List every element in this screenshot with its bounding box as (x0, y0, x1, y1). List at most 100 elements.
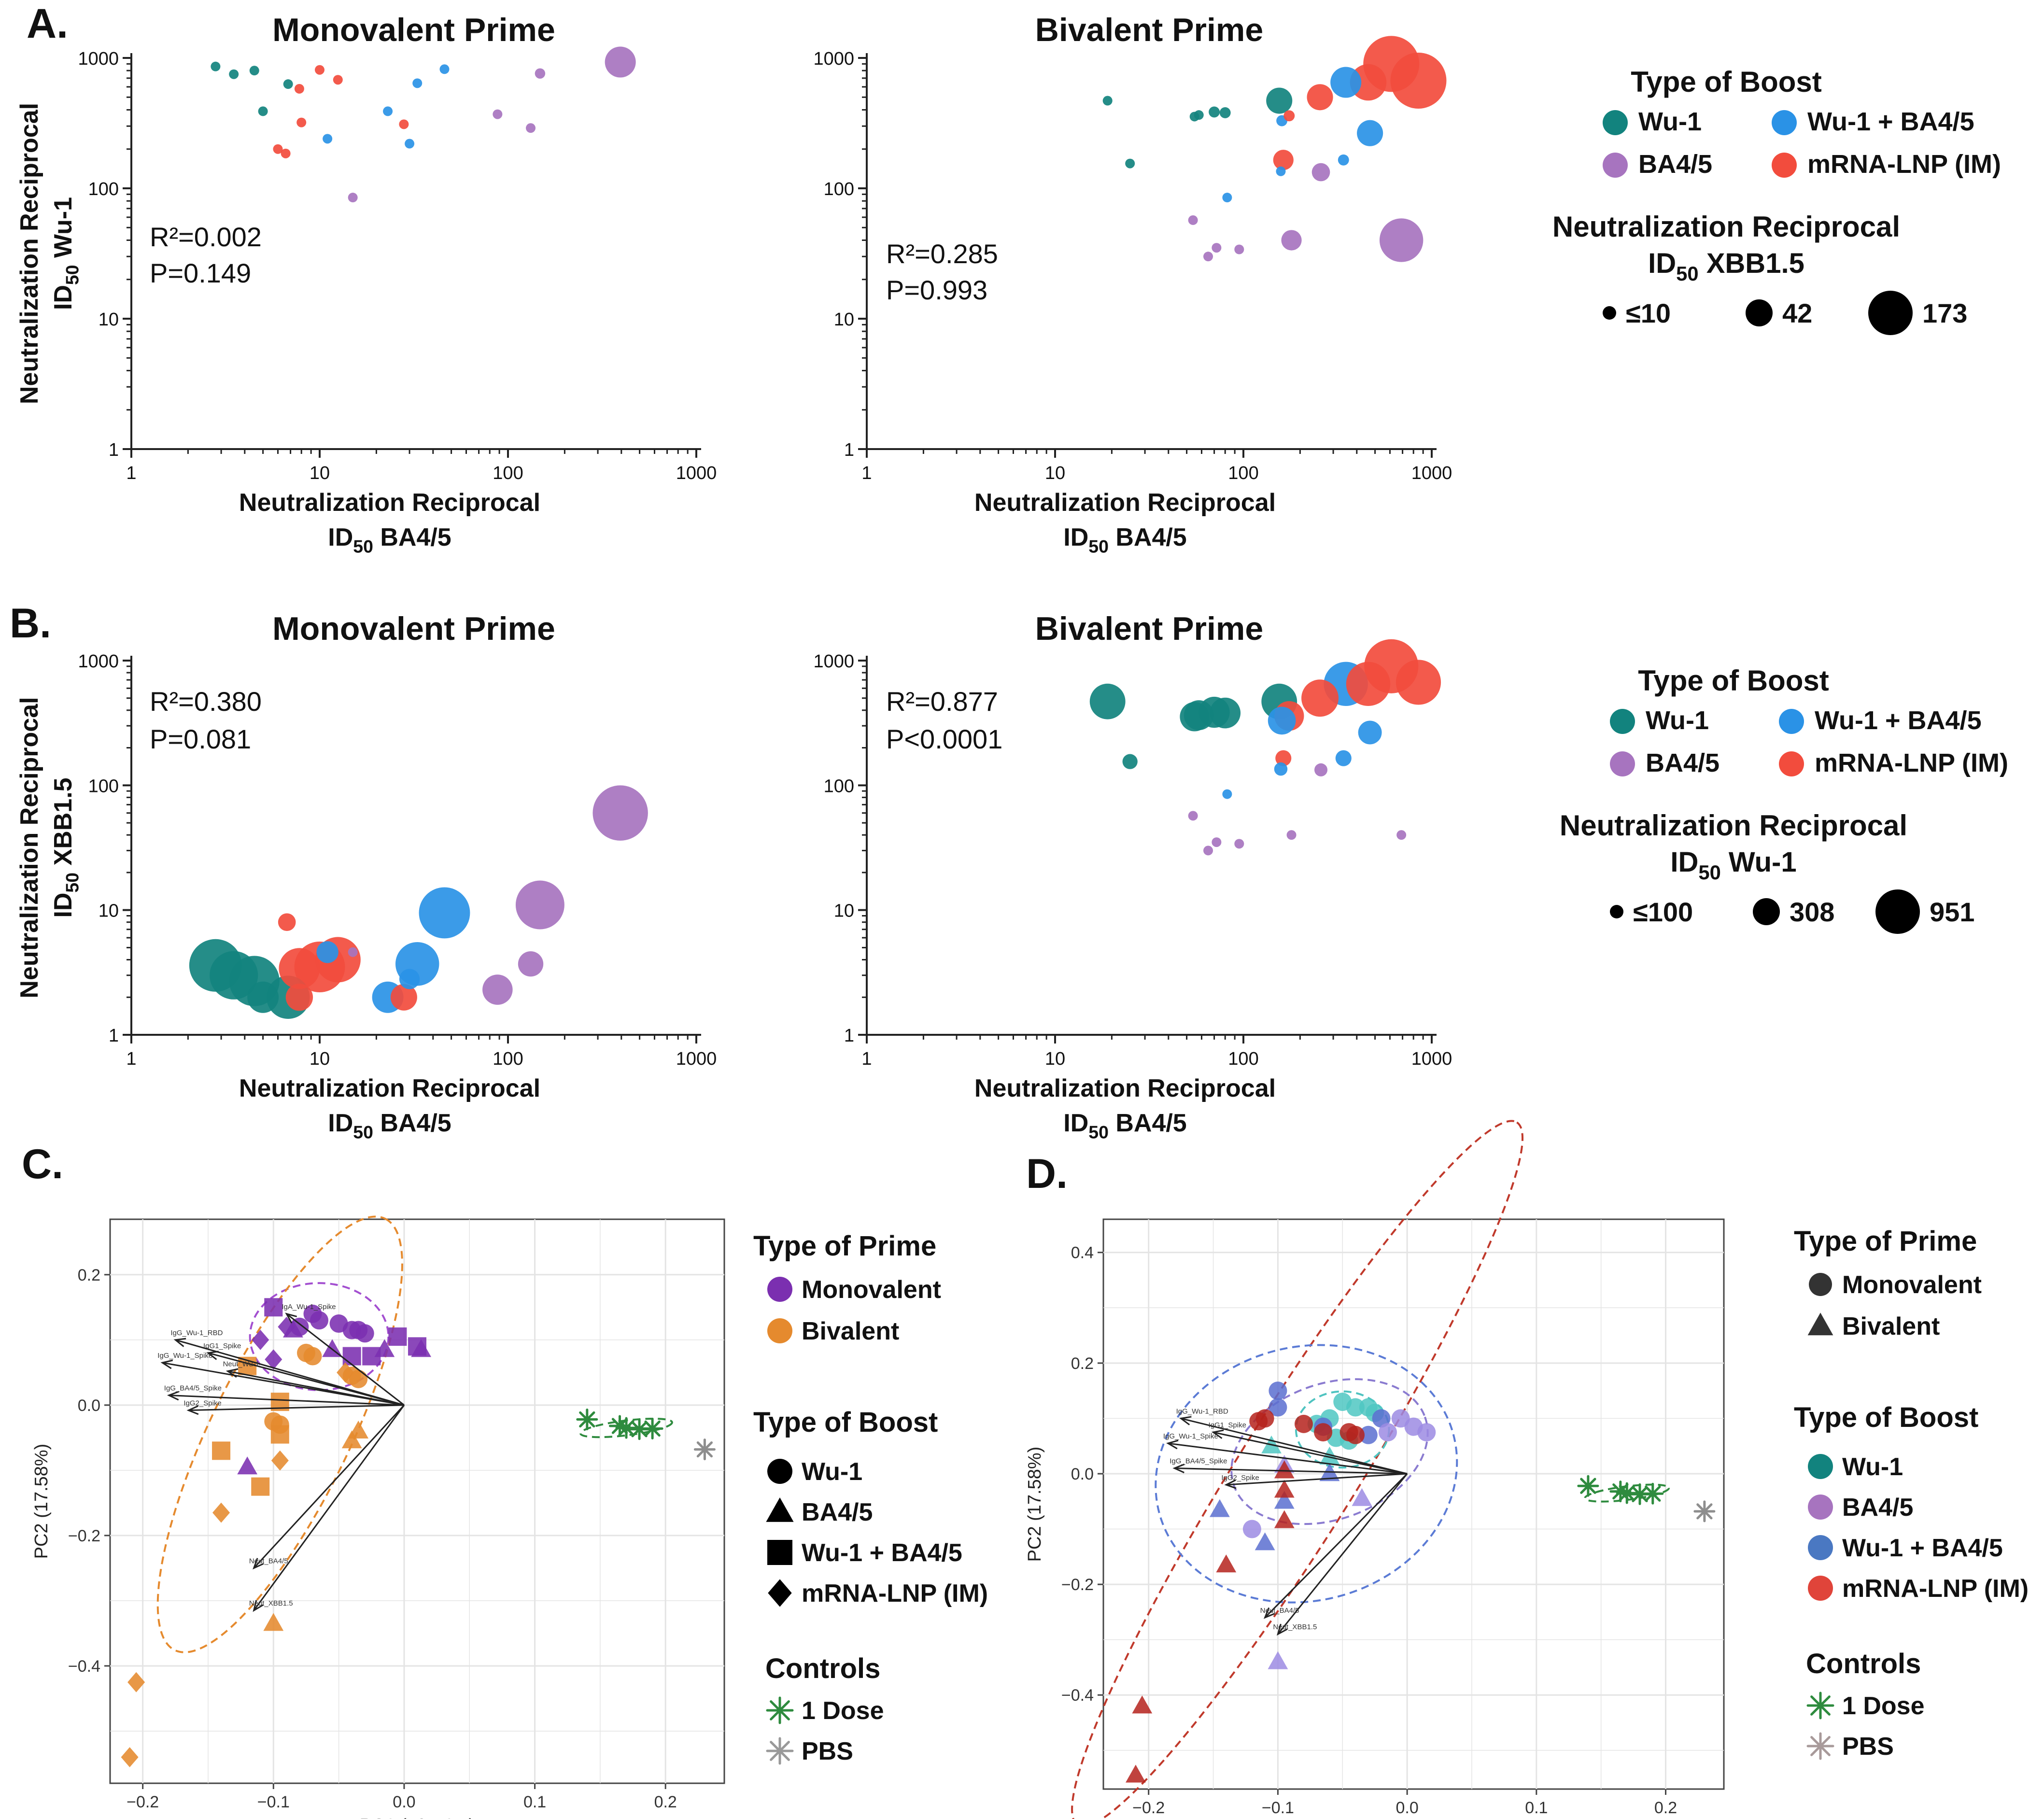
control-point (641, 1417, 663, 1439)
control-point (576, 1409, 598, 1431)
data-point (1346, 1425, 1365, 1444)
x-tick-label: 1000 (1411, 1049, 1452, 1069)
y-tick-label: 100 (88, 776, 119, 796)
legend-swatch (1610, 751, 1635, 776)
legend-swatch (766, 1497, 794, 1522)
data-point (348, 947, 358, 957)
data-point (1269, 1398, 1287, 1417)
data-point (493, 109, 503, 119)
data-point (1352, 1488, 1372, 1506)
control-point (615, 1417, 637, 1439)
y-tick-label: 0.4 (1071, 1244, 1094, 1262)
data-point (482, 974, 513, 1005)
y-tick-label: 10 (99, 310, 119, 330)
x-axis-label: PC1 (59.54%) (360, 1816, 475, 1819)
data-point (249, 66, 259, 76)
legend-label: mRNA-LNP (IM) (1842, 1575, 2029, 1603)
legend-swatch (1806, 1692, 1834, 1720)
data-point (278, 913, 296, 931)
loading-arrowhead (226, 1368, 239, 1378)
y-tick-label: 100 (824, 776, 854, 796)
plot-frame (109, 1218, 725, 1784)
y-tick-label: 1000 (78, 49, 119, 69)
data-point (1269, 1382, 1287, 1400)
confidence-ellipse (1230, 1378, 1429, 1525)
legend-swatch (1779, 709, 1804, 734)
data-point (1350, 64, 1387, 101)
data-point (323, 134, 333, 144)
x-tick-label: 1 (861, 463, 872, 483)
data-point (303, 1347, 322, 1366)
data-point (1273, 150, 1294, 170)
scatter-plot-B1: Monovalent Prime 1 10 100 1000 1 10 100 1000 Neut… (15, 610, 717, 1142)
loading-arrowhead (1172, 1464, 1185, 1473)
pca-biplot-C: −0.2 −0.1 0.0 0.1 0.2 −0.4 −0.2 0.0 0.2 PC1 (59.5… (31, 1215, 725, 1819)
legend-size-label: ≤10 (1626, 298, 1671, 328)
legend-label: Wu-1 + BA4/5 (1807, 107, 1974, 136)
data-point (1274, 1491, 1295, 1509)
data-point (1219, 107, 1231, 118)
legend-title-boost: Type of Boost (1794, 1402, 1978, 1433)
legend-swatch (1806, 1732, 1834, 1760)
data-point (1180, 702, 1210, 732)
x-axis-label: Neutralization Reciprocal (974, 489, 1276, 517)
data-point (419, 887, 470, 939)
legend-label: Wu-1 + BA4/5 (1842, 1534, 2003, 1562)
y-tick-label: 10 (99, 901, 119, 921)
legend-A: Type of Boost Wu-1 Wu-1 + BA4/5 BA4/5 mRNA-L… (1552, 66, 2001, 335)
data-point (1314, 763, 1328, 776)
data-point (1335, 750, 1352, 766)
data-point (1242, 1520, 1261, 1538)
loading-label: Neut_Wu-1 (223, 1360, 260, 1368)
loading-arrowhead (160, 1359, 173, 1369)
loading-arrow (1264, 1473, 1408, 1618)
data-point (212, 1502, 230, 1523)
data-point (310, 1311, 329, 1330)
data-point (1125, 158, 1135, 169)
data-point (383, 106, 393, 116)
legend-size-swatch (1868, 291, 1913, 335)
data-point (390, 984, 417, 1011)
loading-label: IgG_BA4/5_Spike (1170, 1457, 1227, 1466)
data-point (121, 1747, 139, 1767)
legend-title-size-id: ID50 XBB1.5 (1648, 248, 1804, 285)
control-point (1577, 1475, 1599, 1497)
data-point (1203, 252, 1213, 262)
data-point (1307, 84, 1333, 111)
x-tick-label: 1 (126, 463, 136, 483)
loading-arrowhead (253, 1600, 264, 1612)
x-tick-label: 10 (310, 463, 330, 483)
legend-label: 1 Dose (802, 1697, 884, 1725)
legend-B: Type of Boost Wu-1 Wu-1 + BA4/5 BA4/5 mRNA-L… (1560, 664, 2008, 934)
data-point (515, 880, 564, 930)
legend-swatch (1808, 1535, 1833, 1560)
data-point (518, 951, 544, 977)
legend-label: Wu-1 (1638, 107, 1702, 136)
data-point (526, 123, 536, 133)
data-point (1396, 830, 1407, 840)
y-tick-label: 100 (88, 179, 119, 199)
loading-arrowhead (1179, 1416, 1192, 1425)
legend-label: mRNA-LNP (IM) (1815, 748, 2008, 777)
y-tick-label: 1 (109, 1026, 119, 1046)
data-point (349, 1369, 368, 1388)
data-point (247, 981, 279, 1013)
data-point (252, 1329, 269, 1350)
legend-label: Wu-1 + BA4/5 (802, 1539, 962, 1567)
y-tick-label: 1 (844, 1026, 854, 1046)
loading-label: IgG_BA4/5_Spike (164, 1384, 222, 1393)
legend-swatch (1779, 751, 1804, 776)
data-point (1294, 1414, 1313, 1433)
legend-swatch (1809, 1273, 1832, 1296)
data-point (1234, 839, 1244, 849)
legend-label: PBS (1842, 1733, 1894, 1761)
legend-label: Wu-1 (1842, 1453, 1903, 1481)
data-point (265, 1349, 282, 1370)
loading-arrowhead (186, 1405, 199, 1415)
legend-label: Wu-1 + BA4/5 (1815, 706, 1982, 735)
x-axis-label-id: ID50 BA4/5 (328, 1109, 451, 1142)
legend-swatch (1603, 110, 1628, 135)
y-tick-label: 1000 (813, 651, 854, 672)
data-point (348, 193, 358, 203)
